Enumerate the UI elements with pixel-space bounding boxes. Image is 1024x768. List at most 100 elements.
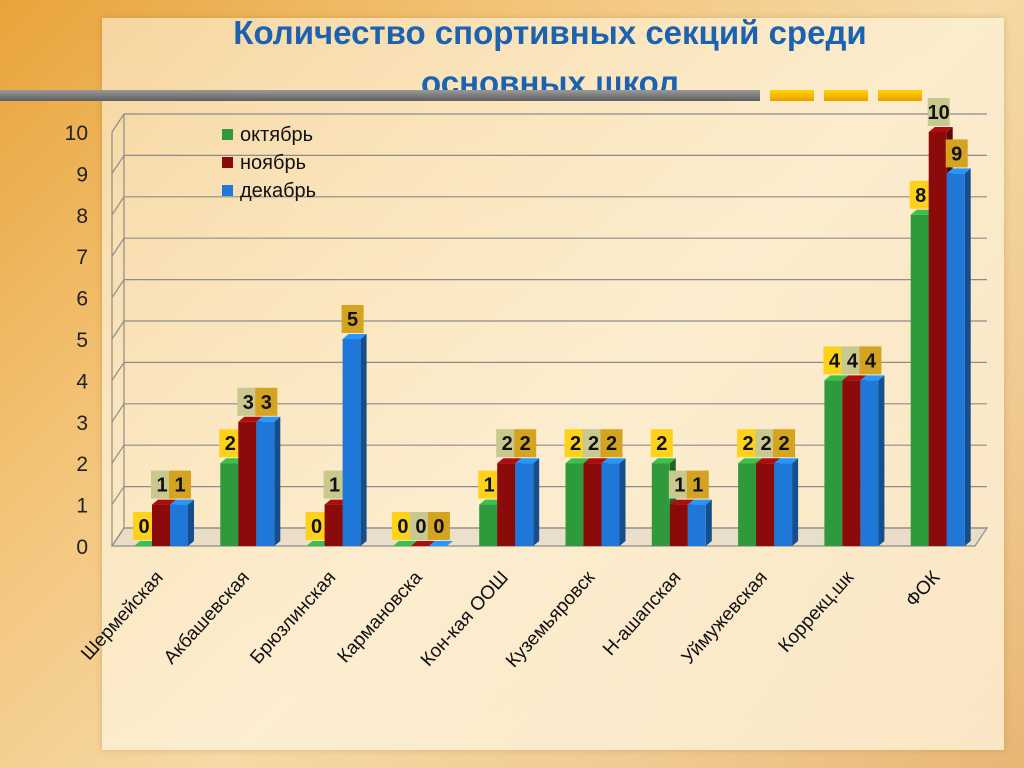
x-tick-label: Куземьяровск	[502, 567, 600, 672]
data-label-box	[169, 470, 191, 499]
bar-top	[824, 375, 849, 381]
bar-side	[705, 499, 712, 546]
bar-top	[515, 458, 540, 464]
bar-side	[274, 416, 281, 546]
x-tick-label: Уймужевская	[678, 567, 772, 668]
data-label-box	[255, 387, 278, 416]
bar-top	[583, 458, 608, 464]
data-label: 4	[865, 350, 877, 372]
gridline-side	[111, 486, 125, 505]
x-tick-label: Кармановска	[334, 567, 427, 667]
data-label: 0	[415, 516, 426, 538]
data-label: 2	[779, 433, 790, 455]
bar-side	[878, 375, 885, 546]
data-label: 5	[347, 309, 358, 331]
x-tick-label: Шермейская	[77, 567, 167, 664]
bar-front	[738, 463, 757, 546]
data-label: 2	[761, 433, 772, 455]
bar-front	[342, 339, 361, 546]
bar-top	[170, 499, 194, 505]
bar	[342, 334, 367, 546]
bar-front	[256, 421, 275, 546]
bar	[410, 541, 435, 546]
data-label-box	[668, 470, 691, 499]
data-label: 9	[951, 143, 962, 165]
bar-side	[964, 168, 971, 546]
legend-swatch	[222, 185, 233, 196]
gridline-side	[111, 196, 125, 216]
data-label-box	[219, 429, 242, 458]
bar-top	[946, 168, 971, 174]
bar	[860, 375, 885, 546]
data-label-box	[686, 470, 709, 499]
data-label-box	[909, 180, 932, 209]
bar	[428, 541, 453, 546]
bar-front	[860, 380, 879, 546]
data-label: 4	[829, 350, 841, 372]
gridline-side	[111, 362, 125, 381]
bar-top	[565, 458, 590, 464]
bar-front	[669, 504, 688, 546]
slide-title: Количество спортивных секций среди основ…	[0, 8, 1024, 108]
data-label: 1	[329, 475, 340, 497]
data-label-box	[841, 346, 864, 375]
y-tick-label: 7	[76, 246, 88, 269]
bar-front	[687, 504, 706, 546]
bar	[392, 541, 417, 546]
bar-top	[687, 499, 712, 505]
data-label-box	[859, 346, 882, 375]
data-label-box	[427, 512, 450, 540]
bar-top	[842, 375, 867, 381]
bar-top	[738, 458, 763, 464]
data-label-box	[582, 429, 605, 458]
data-label: 1	[674, 475, 685, 497]
title-divider	[0, 90, 760, 101]
data-label-box	[133, 512, 155, 540]
data-label: 3	[261, 392, 272, 414]
bar-front	[910, 214, 929, 547]
data-label-box	[323, 470, 346, 499]
divider-accent	[824, 90, 868, 101]
legend: октябрь ноябрь декабрь	[222, 124, 316, 202]
data-label-box	[564, 429, 587, 458]
divider-accent	[878, 90, 922, 101]
bar-front	[601, 463, 620, 546]
data-label-box	[945, 139, 968, 168]
legend-label: ноябрь	[240, 152, 306, 174]
bar-front	[515, 463, 534, 546]
data-label-box	[823, 346, 846, 375]
data-label-box	[478, 470, 501, 499]
data-label-box	[773, 429, 796, 458]
x-tick-label: Акбашевская	[160, 567, 254, 668]
data-label: 2	[606, 433, 617, 455]
data-label: 0	[397, 516, 408, 538]
bar-top	[497, 458, 522, 464]
legend-swatch	[222, 129, 233, 140]
y-tick-label: 9	[76, 163, 88, 186]
data-label: 0	[433, 516, 444, 538]
y-tick-label: 4	[76, 370, 88, 393]
bar-front	[824, 380, 843, 546]
data-label-box	[341, 305, 364, 333]
y-tick-label: 3	[76, 412, 88, 435]
legend-swatch	[222, 157, 233, 168]
slide-title-line1: Количество спортивных секций среди	[233, 14, 867, 51]
bar-top	[238, 416, 263, 422]
data-label-box	[409, 512, 432, 540]
bar-front	[152, 504, 170, 546]
bar-side	[533, 458, 540, 546]
bar-front	[774, 463, 793, 546]
bar-side	[619, 458, 626, 546]
bar-top	[428, 541, 453, 546]
bar-top	[669, 499, 694, 505]
legend-label: октябрь	[240, 124, 313, 146]
data-label: 2	[520, 433, 531, 455]
bar-top	[774, 458, 799, 464]
x-tick-label: Кон-кая ООШ	[417, 567, 513, 670]
gridline-side	[111, 444, 125, 464]
data-label: 3	[243, 392, 254, 414]
bar-front	[479, 504, 498, 546]
data-label: 10	[928, 102, 950, 124]
data-label-box	[237, 387, 260, 416]
